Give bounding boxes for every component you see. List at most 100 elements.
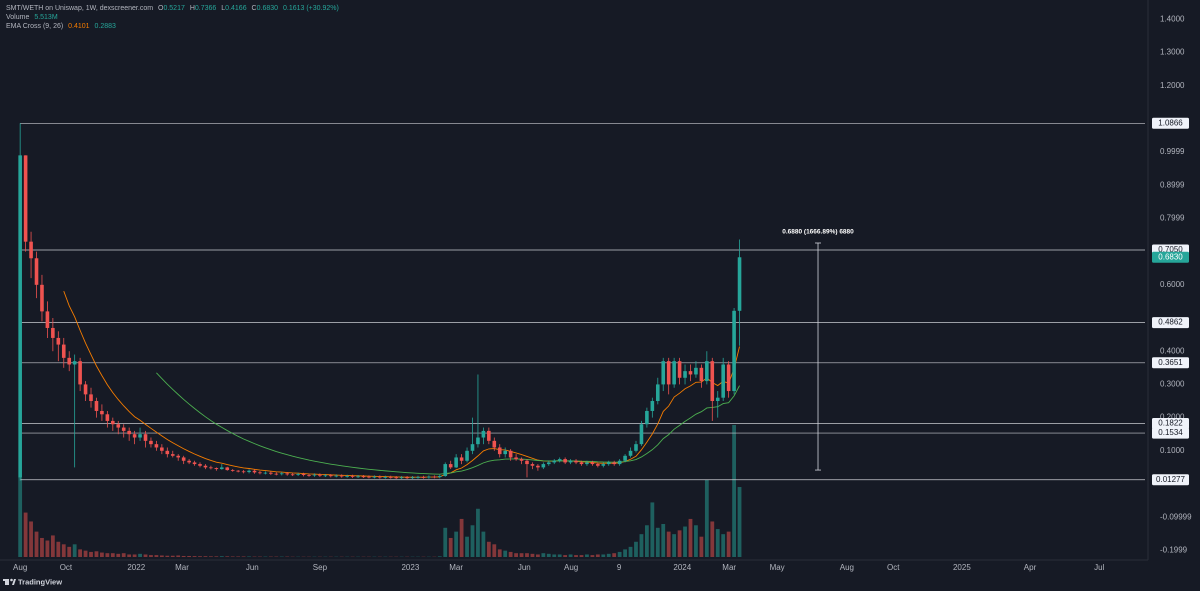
volume-bar <box>655 527 660 557</box>
candle-body <box>585 462 589 465</box>
volume-bar <box>519 553 524 557</box>
volume-bar <box>105 553 110 557</box>
candle-body <box>715 397 720 402</box>
candle-body <box>552 460 557 463</box>
volume-bar <box>497 549 502 557</box>
logo-shape <box>12 579 16 585</box>
candle-body <box>127 430 131 435</box>
candle-body <box>56 337 61 345</box>
candle-body <box>481 430 486 438</box>
level-label: 0.3651 <box>1158 358 1183 367</box>
x-tick-label: Mar <box>449 563 463 572</box>
y-tick-label: 0.4000 <box>1160 346 1185 355</box>
candle-body <box>655 384 660 402</box>
volume-bar <box>601 554 606 557</box>
volume-bar <box>116 553 121 557</box>
candle-body <box>345 476 349 477</box>
candle-body <box>612 462 616 465</box>
candle-body <box>89 394 93 402</box>
candle-body <box>149 440 153 445</box>
candle-body <box>476 437 480 445</box>
volume-bar <box>590 555 595 557</box>
candle-body <box>51 327 55 338</box>
volume-bar <box>585 554 589 557</box>
candle-body <box>732 310 736 392</box>
candle-body <box>329 475 333 477</box>
candle-body <box>176 455 181 458</box>
volume-bar <box>165 555 170 557</box>
volume-bar <box>34 531 39 557</box>
volume-bar <box>23 512 28 557</box>
volume-bar <box>699 536 704 557</box>
candle-body <box>296 474 300 475</box>
volume-bar <box>159 555 164 557</box>
ema-value: 0.2883 <box>94 23 116 30</box>
volume-bar <box>661 524 666 557</box>
volume-bar <box>127 554 132 557</box>
x-tick-label: Aug <box>564 563 578 572</box>
volume-bar <box>40 537 44 557</box>
candle-body <box>203 465 208 468</box>
y-tick-label: 0.9999 <box>1160 147 1185 156</box>
candle-body <box>67 357 72 365</box>
ema-line <box>156 372 740 475</box>
candle-body <box>258 472 262 474</box>
volume-bar <box>236 556 241 557</box>
volume-bar <box>448 537 453 557</box>
candle-body <box>350 476 355 477</box>
level-label: 1.0866 <box>1158 118 1183 127</box>
candle-body <box>596 464 600 466</box>
candle-body <box>628 450 633 456</box>
volume-bar <box>715 529 720 557</box>
volume-bar <box>214 556 219 557</box>
volume-bar <box>514 553 518 557</box>
candle-body <box>367 476 371 478</box>
volume-bar <box>56 541 61 557</box>
candle-body <box>236 470 240 472</box>
volume-bar <box>737 487 742 557</box>
brand-logo <box>3 578 16 585</box>
volume-bar <box>552 554 557 557</box>
candle-body <box>143 434 148 441</box>
ohlc-letter: L <box>221 5 226 12</box>
x-tick-label: Sep <box>313 563 328 572</box>
ohlc-value: 0.7366 <box>194 5 217 12</box>
candle-body <box>318 474 322 476</box>
candle-body <box>214 468 219 470</box>
candle-body <box>378 476 382 478</box>
volume-bar <box>525 553 529 557</box>
volume-bar <box>187 555 192 557</box>
volume-bar <box>644 525 649 557</box>
volume-bar <box>209 556 213 557</box>
candle-body <box>437 476 442 478</box>
volume-bar <box>541 553 546 557</box>
candle-body <box>710 361 715 402</box>
volume-bar <box>61 544 66 557</box>
ohlc-letter: H <box>189 5 195 12</box>
measure-label: 0.6880 (1666.89%) 6880 <box>782 229 854 236</box>
x-tick-label: 9 <box>617 563 622 572</box>
volume-label: Volume <box>6 14 30 21</box>
candle-body <box>323 475 328 477</box>
candle-body <box>105 414 110 421</box>
level-label: 0.4862 <box>1158 318 1183 327</box>
candle-body <box>410 477 415 479</box>
volume-bar <box>535 554 540 557</box>
candle-body <box>383 477 388 478</box>
legend-row: SMT/WETH on Uniswap, 1W, dexscreener.com… <box>6 4 342 13</box>
candle-body <box>61 344 66 358</box>
volume-bar <box>94 551 99 557</box>
level-label: 0.7050 <box>1158 245 1183 254</box>
volume-bar <box>247 556 251 557</box>
y-tick-label: 1.4000 <box>1160 14 1185 23</box>
logo-shape <box>3 579 9 581</box>
candle-body <box>497 447 502 455</box>
candle-body <box>568 460 573 463</box>
candle-body <box>726 364 731 392</box>
x-tick-label: Aug <box>13 563 27 572</box>
volume-bar <box>634 541 638 557</box>
candle-body <box>639 424 644 445</box>
y-tick-label: 0.8999 <box>1160 180 1185 189</box>
volume-bar <box>132 554 137 557</box>
volume-bar <box>688 518 693 557</box>
